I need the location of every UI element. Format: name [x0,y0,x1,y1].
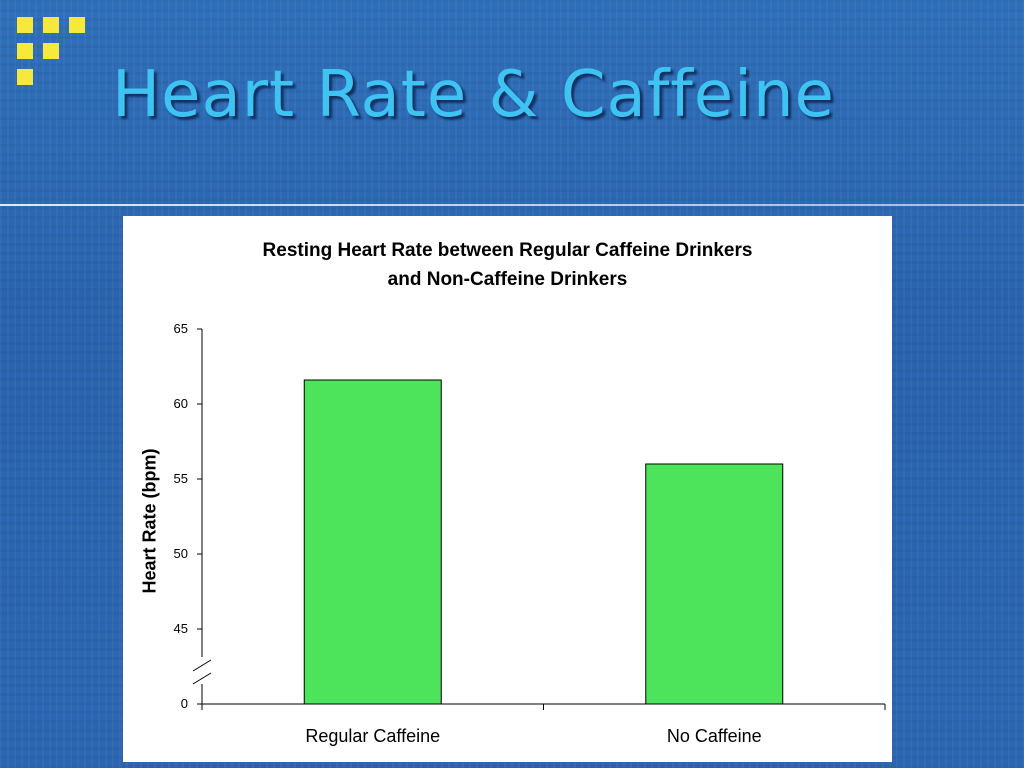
slide-title: Heart Rate & Caffeine [112,58,835,132]
chart-title-line-1: Resting Heart Rate between Regular Caffe… [262,240,753,261]
bar-chart: 0 45 50 55 60 65 Regular Caffeine No Caffeine [174,321,886,746]
y-tick-label: 45 [174,621,188,636]
axis-break-mark-upper [192,659,212,672]
x-category-label: No Caffeine [667,726,762,746]
axis-break-mark-lower [192,672,212,685]
chart-title: Resting Heart Rate between Regular Caffe… [123,236,892,294]
decorative-squares-icon [17,17,87,87]
y-tick-label: 0 [181,696,188,711]
y-tick-label: 50 [174,546,188,561]
chart-panel: Resting Heart Rate between Regular Caffe… [123,216,892,762]
bar-regular-caffeine [303,379,442,705]
bar-no-caffeine [645,463,784,705]
x-category-label: Regular Caffeine [305,726,440,746]
chart-title-line-2: and Non-Caffeine Drinkers [387,269,628,290]
y-tick-label: 55 [174,471,188,486]
y-tick-label: 65 [174,321,188,336]
title-divider [0,204,1024,206]
y-tick-label: 60 [174,396,188,411]
